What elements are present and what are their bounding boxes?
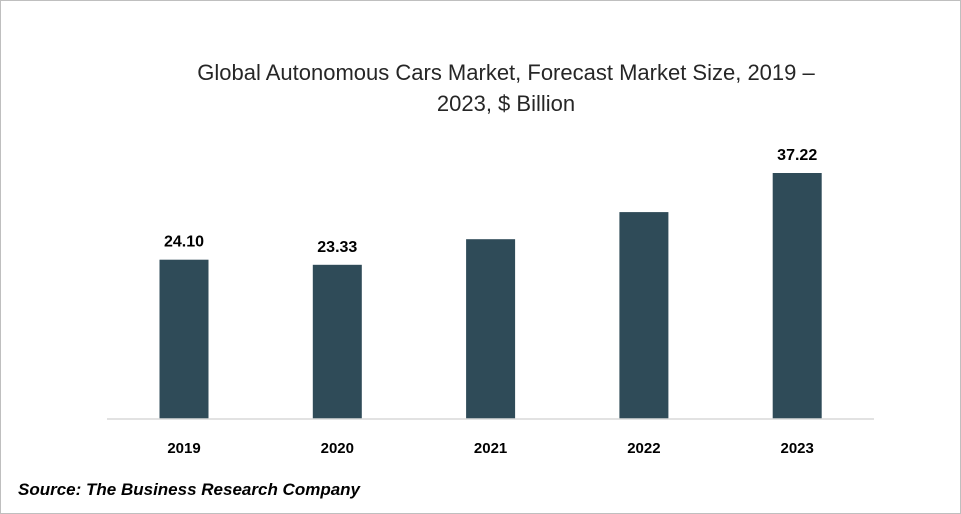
- x-tick-label-2021: 2021: [474, 440, 507, 457]
- x-tick-label-2019: 2019: [167, 440, 200, 457]
- bar-2021: [466, 239, 516, 419]
- x-tick-label-2020: 2020: [321, 440, 354, 457]
- labels-group: 24.10 2019 23.33 2020 2021 2022 37.22 2023: [164, 147, 817, 457]
- x-tick-label-2022: 2022: [627, 440, 660, 457]
- x-tick-label-2023: 2023: [781, 440, 814, 457]
- source-note: Source: The Business Research Company: [18, 480, 361, 499]
- bar-2020: [312, 264, 362, 419]
- data-label-2020: 23.33: [317, 239, 357, 256]
- data-label-2019: 24.10: [164, 234, 204, 251]
- chart-title-line-1: Global Autonomous Cars Market, Forecast …: [197, 60, 815, 85]
- bar-2022: [619, 212, 669, 419]
- bars-group: [159, 173, 822, 419]
- bar-2023: [772, 173, 822, 419]
- chart-title-line-2: 2023, $ Billion: [437, 91, 575, 116]
- data-label-2023: 37.22: [777, 147, 817, 164]
- bar-2019: [159, 259, 209, 419]
